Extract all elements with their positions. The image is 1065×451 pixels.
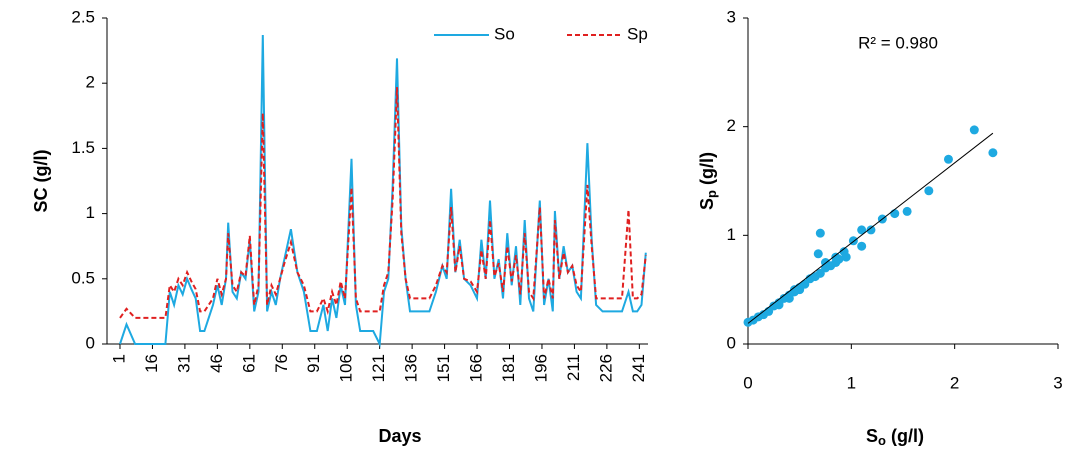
y-tick-label: 1 [727,225,736,244]
y-tick-label: 3 [727,7,736,26]
scatter-point [969,125,979,135]
label-sub: o [878,433,886,448]
x-tick-label: 0 [743,373,752,392]
scatter-point [943,154,953,164]
y-axis-title: SC (g/l) [31,150,51,213]
legend-label: Sp [627,24,648,43]
x-tick-label: 136 [402,354,421,382]
series-line [119,34,647,348]
y-tick-label: 1.5 [71,138,95,157]
trendline [747,132,994,324]
y-tick-label: 2 [86,73,95,92]
x-tick-label: 1 [847,373,856,392]
legend-label: So [494,24,515,43]
x-tick-label: 61 [239,354,258,373]
y-tick-label: 0 [727,333,736,352]
scatter-point [857,241,867,251]
scatter-point [743,317,753,327]
x-tick-label: 91 [304,354,323,373]
x-tick-label: 151 [434,354,453,382]
x-tick-label: 121 [369,354,388,382]
y-tick-label: 2 [727,116,736,135]
x-tick-label: 106 [337,354,356,382]
scatter-point [813,249,823,259]
x-tick-label: 3 [1053,373,1062,392]
label-part: (g/l) [886,426,924,446]
label-part: S [866,426,878,446]
x-tick-label: 211 [564,354,583,381]
label-sub: p [704,190,719,198]
label-part: S [697,198,717,210]
x-tick-label: 196 [531,354,550,382]
x-tick-label: 31 [174,354,193,373]
scatter-point [790,285,799,295]
scatter-point [988,148,998,158]
x-tick-label: 76 [272,354,291,373]
scatter-point [902,206,912,216]
y-tick-label: 1 [86,203,95,222]
y-axis-title: Sp (g/l) [697,152,720,210]
x-axis-title: Days [378,426,421,446]
x-axis-title: So (g/l) [866,426,924,449]
series-line [119,87,647,319]
x-tick-label: 166 [467,354,486,382]
scatter-point [815,228,825,238]
scatter-point [924,186,934,196]
y-tick-label: 0.5 [71,268,95,287]
x-tick-label: 181 [499,354,518,382]
x-tick-label: 226 [596,354,615,382]
x-tick-label: 2 [950,373,959,392]
x-tick-label: 46 [207,354,226,373]
scatter-point [857,225,867,235]
x-tick-label: 241 [629,354,648,382]
scatter-point [866,225,876,235]
r2-annotation: R² = 0.980 [858,33,938,52]
y-tick-label: 2.5 [71,7,95,26]
x-tick-label: 1 [109,354,128,363]
label-part: (g/l) [697,152,717,190]
x-tick-label: 16 [142,354,161,373]
scatter-point [841,252,851,262]
scatter-point [831,252,841,262]
scatter-point [890,209,900,219]
scatter-point [784,293,794,303]
y-tick-label: 0 [86,333,95,352]
scatter-point [774,300,784,310]
